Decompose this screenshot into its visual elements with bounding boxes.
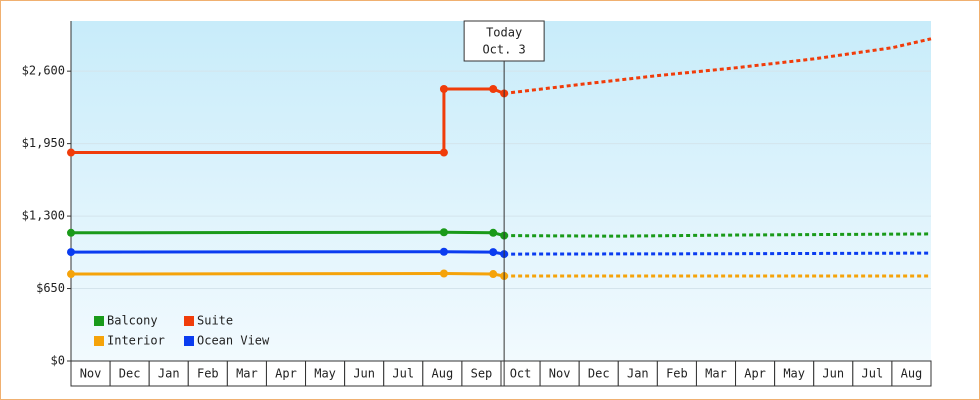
y-tick-label: $1,300 <box>22 209 65 223</box>
x-tick-label: Nov <box>549 367 571 381</box>
x-category-cell <box>187 360 228 387</box>
x-category-cell <box>500 360 541 387</box>
history-line <box>70 271 505 278</box>
x-tick-label: Jun <box>353 367 375 381</box>
x-tick-label: Feb <box>197 367 219 381</box>
x-category-cell <box>735 360 776 387</box>
y-tick-label: $1,950 <box>22 136 65 150</box>
x-tick-label: Aug <box>901 367 923 381</box>
x-category-cell <box>852 360 893 387</box>
x-tick-label: Apr <box>744 367 766 381</box>
x-category-cell <box>305 360 346 387</box>
x-category-cell <box>774 360 815 387</box>
x-category-cell <box>461 360 502 387</box>
legend-label: Suite <box>197 314 233 328</box>
x-tick-label: Mar <box>236 367 258 381</box>
x-tick-label: Jan <box>627 367 649 381</box>
legend-swatch <box>184 336 194 346</box>
legend-label: Ocean View <box>197 334 270 348</box>
x-tick-label: Jul <box>862 367 884 381</box>
point <box>67 148 75 157</box>
x-tick-label: Aug <box>432 367 454 381</box>
x-category-cell <box>656 360 697 387</box>
x-category-cell <box>383 360 424 387</box>
point <box>489 228 498 237</box>
forecast-line <box>503 37 932 95</box>
point <box>67 248 75 257</box>
point <box>489 85 498 93</box>
point <box>439 85 448 93</box>
forecast-line <box>504 232 932 238</box>
point <box>489 248 498 257</box>
x-tick-label: Mar <box>705 367 727 381</box>
today-box <box>463 20 545 62</box>
x-tick-label: Jun <box>822 367 844 381</box>
point <box>67 270 75 279</box>
forecast-line <box>504 251 932 256</box>
legend-swatch <box>94 336 104 346</box>
x-category-cell <box>617 360 658 387</box>
legend-swatch <box>94 316 104 326</box>
x-category-cell <box>148 360 189 387</box>
point <box>439 247 448 256</box>
x-tick-label: Oct <box>510 367 532 381</box>
x-category-cell <box>891 360 932 387</box>
x-category-cell <box>226 360 267 387</box>
legend-label: Interior <box>107 334 165 348</box>
history-line <box>70 250 505 256</box>
x-category-cell <box>265 360 307 387</box>
point <box>489 270 498 279</box>
plot-area <box>71 21 931 361</box>
y-tick-label: $2,600 <box>22 64 65 78</box>
point <box>439 148 448 157</box>
x-tick-label: May <box>783 367 805 381</box>
x-tick-label: Dec <box>119 367 141 381</box>
x-category-cell <box>422 360 463 387</box>
x-category-cell <box>109 360 150 387</box>
point <box>439 228 448 237</box>
x-tick-label: Jul <box>392 367 414 381</box>
x-tick-label: Jan <box>158 367 180 381</box>
x-tick-label: May <box>314 367 336 381</box>
x-tick-label: Apr <box>275 367 297 381</box>
today-label: Today <box>486 26 522 40</box>
x-category-cell <box>695 360 737 387</box>
y-tick-label: $0 <box>51 354 65 368</box>
x-tick-label: Sep <box>471 367 493 381</box>
y-tick-label: $650 <box>36 281 65 295</box>
x-category-cell <box>70 360 111 387</box>
x-tick-label: Nov <box>80 367 102 381</box>
point <box>67 228 75 237</box>
x-tick-label: Feb <box>666 367 688 381</box>
x-tick-label: Dec <box>588 367 610 381</box>
history-line <box>70 230 505 238</box>
legend-label: Balcony <box>107 314 158 328</box>
point <box>439 269 448 278</box>
legend-swatch <box>184 316 194 326</box>
today-date: Oct. 3 <box>482 43 525 57</box>
